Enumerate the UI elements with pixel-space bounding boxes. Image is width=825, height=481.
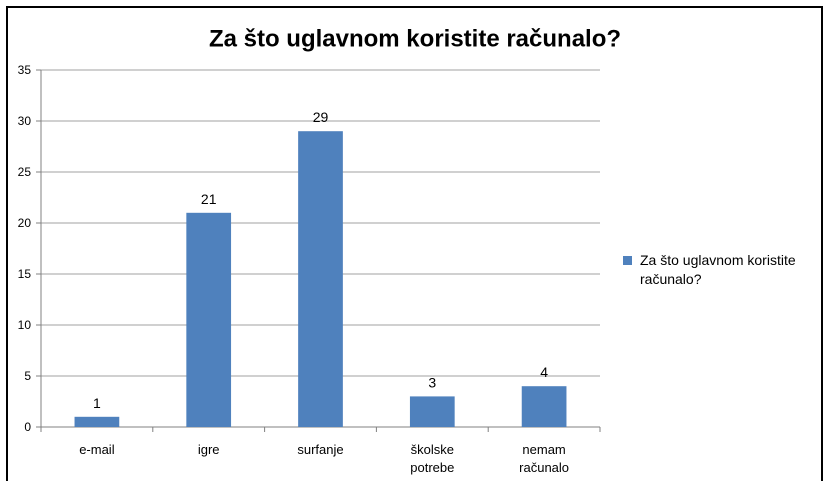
y-tick-label: 5 [24, 369, 31, 383]
legend-swatch [623, 256, 632, 265]
x-tick-label: e-mail [79, 442, 115, 457]
chart-title: Za što uglavnom koristite računalo? [209, 25, 621, 52]
bar [521, 386, 567, 427]
x-tick-label: školske potrebe [410, 442, 454, 475]
bar [298, 131, 343, 427]
y-tick-label: 25 [18, 165, 32, 179]
bar [186, 212, 232, 427]
bar [74, 416, 120, 427]
y-tick-label: 15 [18, 267, 32, 281]
y-tick-label: 30 [18, 114, 32, 128]
bar [409, 396, 455, 427]
data-label: 1 [93, 395, 101, 411]
legend-label: Za što uglavnom koristite računalo? [640, 252, 796, 287]
y-tick-label: 35 [18, 63, 32, 77]
data-label: 3 [428, 374, 436, 390]
data-label: 21 [201, 191, 217, 207]
data-label: 4 [540, 364, 548, 380]
x-tick-label: surfanje [297, 442, 343, 457]
data-label: 29 [313, 109, 329, 125]
y-tick-label: 0 [24, 420, 31, 434]
x-tick-label: nemam računalo [519, 442, 569, 475]
y-tick-label: 20 [18, 216, 32, 230]
x-tick-label: igre [198, 442, 220, 457]
y-tick-label: 10 [18, 318, 32, 332]
